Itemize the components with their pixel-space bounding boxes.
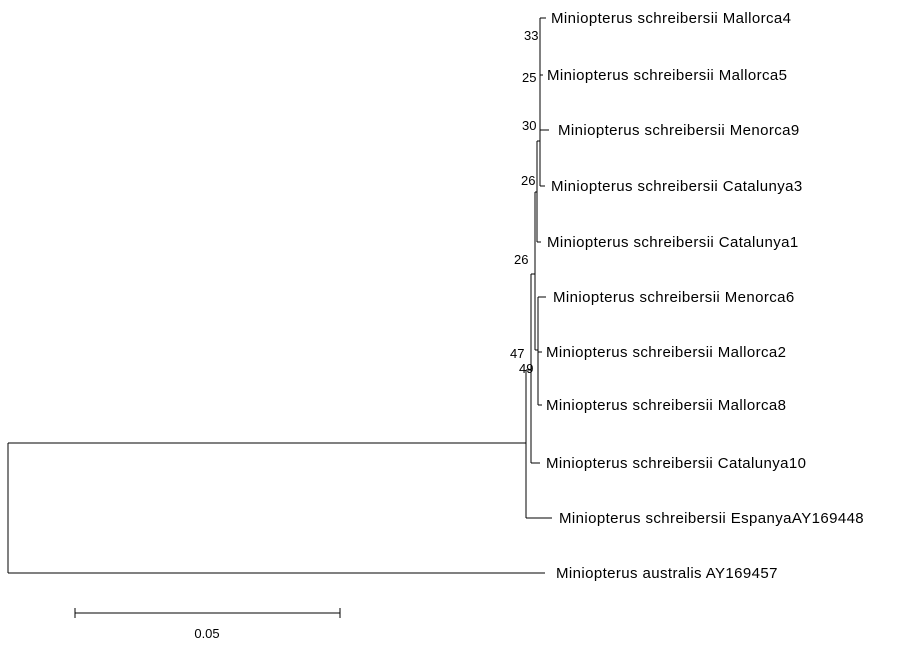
taxon-label: Miniopterus schreibersii Menorca9 xyxy=(558,122,800,139)
taxon-label: Miniopterus schreibersii Menorca6 xyxy=(553,289,795,306)
bootstrap-value: 49 xyxy=(519,361,533,376)
bootstrap-value: 30 xyxy=(522,118,536,133)
taxon-label: Miniopterus schreibersii Catalunya10 xyxy=(546,455,806,472)
taxon-labels: Miniopterus schreibersii Mallorca4 Minio… xyxy=(546,10,864,582)
bootstrap-value: 47 xyxy=(510,346,524,361)
scale-bar-label: 0.05 xyxy=(194,626,219,641)
bootstrap-value: 33 xyxy=(524,28,538,43)
tree-branches xyxy=(7,17,552,574)
taxon-label: Miniopterus schreibersii EspanyaAY169448 xyxy=(559,510,864,527)
bootstrap-value: 26 xyxy=(521,173,535,188)
scale-bar: 0.05 xyxy=(74,608,341,641)
bootstrap-value: 26 xyxy=(514,252,528,267)
bootstrap-values: 33 25 30 26 26 47 49 xyxy=(510,28,538,376)
taxon-label: Miniopterus schreibersii Catalunya3 xyxy=(551,178,803,195)
taxon-label: Miniopterus australis AY169457 xyxy=(556,565,778,582)
taxon-label: Miniopterus schreibersii Mallorca2 xyxy=(546,344,786,361)
taxon-label: Miniopterus schreibersii Mallorca4 xyxy=(551,10,791,27)
taxon-label: Miniopterus schreibersii Mallorca8 xyxy=(546,397,786,414)
bootstrap-value: 25 xyxy=(522,70,536,85)
taxon-label: Miniopterus schreibersii Mallorca5 xyxy=(547,67,787,84)
taxon-label: Miniopterus schreibersii Catalunya1 xyxy=(547,234,799,251)
